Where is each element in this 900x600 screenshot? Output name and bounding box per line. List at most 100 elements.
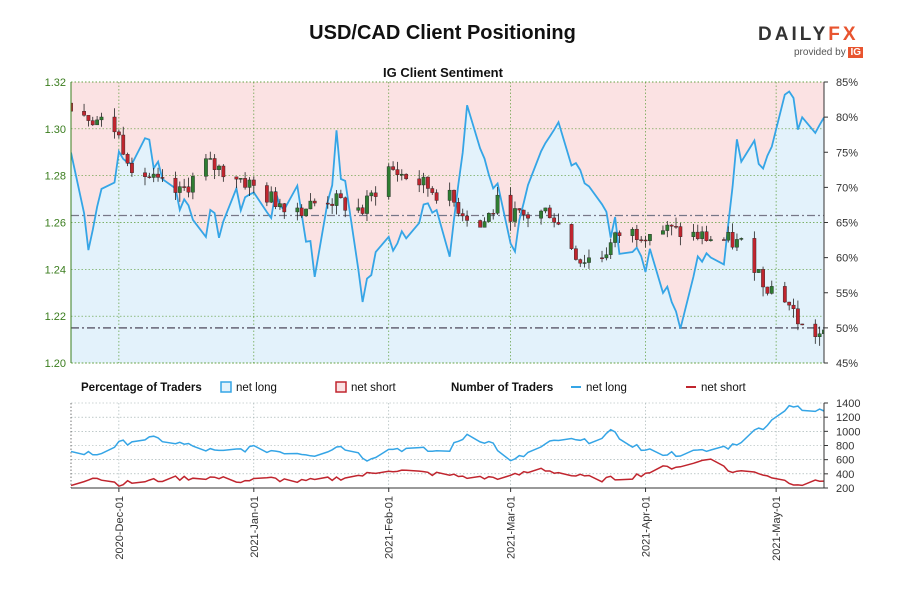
price-candle: [800, 323, 805, 326]
percent-tick-label: 60%: [836, 253, 858, 265]
price-candle: [90, 116, 95, 126]
candle-body: [360, 207, 365, 214]
legend-num-net-long: net long: [586, 382, 627, 394]
price-candle: [765, 286, 770, 296]
ig-logo: IG: [848, 47, 864, 58]
price-candle: [430, 186, 435, 195]
candle-body: [82, 111, 86, 116]
candle-body: [752, 238, 757, 273]
date-tick-label: 2021-Mar-01: [506, 496, 518, 559]
logo-wordmark: DAILYFX: [758, 24, 859, 45]
candle-body: [395, 169, 400, 175]
percent-tick-label: 80%: [836, 112, 858, 124]
price-candle: [204, 153, 208, 181]
candle-body: [295, 207, 300, 213]
candle-body: [704, 231, 709, 241]
price-candle: [456, 197, 461, 217]
price-candle: [639, 236, 644, 243]
percent-tick-label: 45%: [836, 358, 858, 370]
logo-provided-by: provided by IG: [794, 47, 864, 58]
candle-body: [434, 192, 439, 201]
price-candle: [251, 176, 256, 194]
price-candle: [386, 163, 391, 200]
price-candle: [608, 238, 613, 259]
price-candle: [617, 230, 622, 244]
price-candle: [508, 187, 513, 231]
candle-body: [552, 217, 557, 223]
candle-body: [634, 228, 639, 240]
price-candle: [264, 182, 269, 207]
candle-body: [151, 173, 156, 178]
price-candle: [452, 189, 456, 207]
legend-num-net-short: net short: [701, 382, 747, 394]
price-candle: [491, 209, 496, 220]
price-candle: [708, 235, 713, 242]
candle-body: [308, 200, 313, 210]
candle-body: [700, 231, 704, 239]
price-candle: [526, 211, 530, 228]
price-candle: [482, 217, 487, 228]
price-candle: [447, 182, 452, 207]
price-candle: [99, 112, 104, 127]
candle-body: [486, 213, 491, 222]
candle-body: [365, 195, 369, 214]
candle-body: [86, 115, 91, 121]
candle-body: [95, 119, 99, 126]
candle-body: [217, 165, 221, 170]
candle-body: [569, 224, 574, 249]
traders-net-long-line: [71, 404, 824, 462]
candle-body: [430, 188, 435, 193]
candle-body: [130, 163, 134, 173]
candle-body: [238, 178, 243, 180]
candle-body: [386, 166, 391, 197]
candle-body: [391, 166, 395, 170]
candle-body: [421, 176, 426, 186]
price-candle: [674, 217, 678, 229]
candle-body: [578, 259, 583, 264]
candle-body: [247, 179, 252, 188]
price-candle: [360, 204, 365, 216]
net-short-area: [71, 82, 824, 329]
price-candle: [578, 258, 583, 268]
candle-body: [177, 186, 182, 193]
candle-body: [125, 154, 130, 164]
price-candle: [282, 203, 287, 219]
candle-body: [447, 189, 452, 201]
price-candle: [661, 225, 665, 235]
price-candle: [434, 189, 439, 204]
price-candle: [173, 171, 178, 200]
price-candle: [787, 301, 792, 311]
price-candle: [726, 226, 731, 243]
price-candle: [478, 219, 483, 228]
candle-body: [156, 173, 160, 178]
candle-body: [273, 191, 278, 207]
candle-body: [556, 222, 561, 225]
price-candle: [426, 176, 430, 197]
price-candle: [769, 280, 774, 295]
candle-body: [761, 269, 765, 288]
date-tick-label: 2021-Apr-01: [641, 496, 653, 557]
candle-body: [765, 286, 770, 294]
price-candle: [634, 224, 639, 247]
price-candle: [495, 186, 500, 215]
price-candle: [695, 224, 700, 241]
price-candle: [217, 164, 221, 177]
percent-tick-label: 70%: [836, 182, 858, 194]
dailyfx-logo: DAILYFX provided by IG: [758, 24, 868, 58]
candle-body: [338, 193, 343, 199]
price-candle: [208, 151, 213, 160]
legend-number-title: Number of Traders: [451, 382, 553, 394]
candle-body: [191, 176, 195, 193]
candle-body: [617, 232, 622, 236]
price-candle: [643, 235, 648, 248]
percent-tick-label: 75%: [836, 147, 858, 159]
price-candle: [739, 237, 744, 241]
candle-body: [334, 193, 339, 206]
candle-body: [517, 208, 522, 211]
candle-body: [208, 158, 213, 160]
price-candle: [238, 177, 243, 183]
candle-body: [735, 239, 739, 248]
price-candle: [121, 126, 126, 156]
price-candle: [338, 189, 343, 199]
candle-body: [330, 203, 335, 206]
